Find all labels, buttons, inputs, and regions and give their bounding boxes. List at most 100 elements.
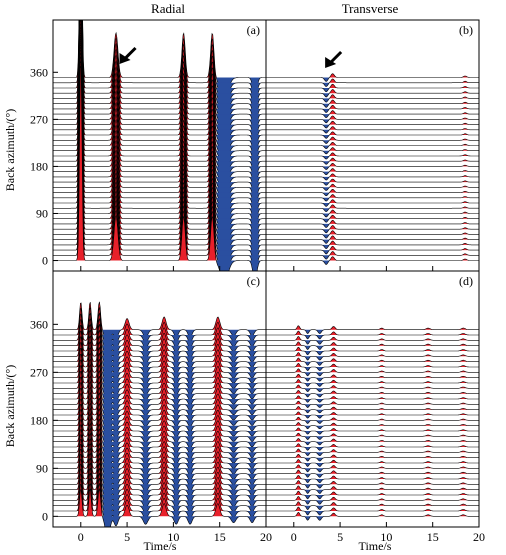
trace-line <box>266 147 479 155</box>
trace-line <box>266 89 479 98</box>
trace-line <box>266 357 479 366</box>
positive-fill <box>266 137 479 141</box>
x-tick-label: 0 <box>291 530 297 544</box>
trace-baz-200 <box>266 406 479 414</box>
trace-line <box>266 330 479 340</box>
negative-fill <box>266 383 479 387</box>
trace-line <box>53 335 266 384</box>
trace-line <box>266 126 479 134</box>
positive-fill <box>266 173 479 177</box>
panel-label: (a) <box>247 23 260 37</box>
trace-line <box>53 34 266 222</box>
trace-line <box>53 358 266 403</box>
positive-fill <box>266 256 479 261</box>
trace-line <box>53 386 266 429</box>
trace-line <box>266 256 479 265</box>
trace-line <box>53 427 266 472</box>
trace-baz-70 <box>266 219 479 228</box>
trace-line <box>53 20 266 158</box>
trace-line <box>266 346 479 356</box>
negative-fill <box>266 500 479 505</box>
trace-line <box>266 230 479 239</box>
trace-line <box>266 485 479 494</box>
positive-fill <box>266 220 479 224</box>
negative-fill <box>266 161 479 165</box>
trace-baz-0 <box>53 488 266 527</box>
trace-line <box>266 73 479 82</box>
panel-label: (c) <box>247 274 260 288</box>
trace-baz-350 <box>266 325 479 334</box>
negative-fill <box>266 489 479 494</box>
trace-line <box>53 438 266 484</box>
trace-line <box>266 199 479 207</box>
trace-line <box>53 329 266 379</box>
trace-baz-230 <box>266 390 479 398</box>
trace-line <box>266 422 479 430</box>
positive-fill <box>266 100 479 104</box>
trace-baz-300 <box>266 99 479 108</box>
trace-baz-310 <box>53 20 266 119</box>
y-tick-label: 180 <box>30 413 48 427</box>
positive-fill <box>53 61 266 256</box>
trace-line <box>266 373 479 382</box>
y-tick-label: 360 <box>30 317 48 331</box>
trace-line <box>53 32 266 216</box>
trace-line <box>266 501 479 510</box>
trace-line <box>266 438 479 446</box>
trace-line <box>266 219 479 228</box>
trace-baz-310 <box>266 346 479 356</box>
negative-fill <box>266 229 479 233</box>
trace-line <box>53 472 266 523</box>
trace-line <box>266 368 479 377</box>
x-tick-label: 15 <box>427 530 439 544</box>
negative-fill <box>266 409 479 413</box>
trace-baz-50 <box>266 485 479 494</box>
trace-baz-280 <box>266 110 479 119</box>
negative-fill <box>266 447 479 451</box>
trace-line <box>53 457 266 507</box>
negative-fill <box>266 345 479 350</box>
trace-baz-250 <box>266 379 479 387</box>
trace-line <box>266 225 479 234</box>
positive-fill <box>266 230 479 235</box>
trace-baz-80 <box>266 214 479 223</box>
negative-fill <box>53 145 266 163</box>
trace-baz-20 <box>266 245 479 255</box>
negative-fill <box>53 166 266 183</box>
positive-fill <box>266 199 479 203</box>
trace-line <box>53 462 266 512</box>
trace-line <box>266 214 479 223</box>
negative-fill <box>266 399 479 403</box>
negative-fill <box>266 187 479 191</box>
trace-line <box>266 352 479 361</box>
trace-line <box>53 20 266 139</box>
trace-baz-10 <box>266 506 479 516</box>
negative-fill <box>266 372 479 376</box>
trace-baz-110 <box>266 453 479 462</box>
trace-baz-220 <box>266 395 479 403</box>
negative-fill <box>266 425 479 429</box>
y-tick-label: 0 <box>42 509 48 523</box>
arrow-annotation <box>119 46 137 64</box>
trace-baz-0 <box>266 512 479 521</box>
trace-baz-180 <box>266 162 479 170</box>
trace-line <box>266 78 479 87</box>
trace-baz-310 <box>266 94 479 103</box>
trace-line <box>53 422 266 467</box>
negative-fill <box>266 114 479 118</box>
negative-fill <box>266 150 479 154</box>
negative-fill <box>266 404 479 408</box>
negative-fill <box>266 176 479 180</box>
negative-fill <box>53 260 266 271</box>
trace-baz-100 <box>266 459 479 467</box>
trace-baz-240 <box>266 384 479 393</box>
negative-fill <box>266 156 479 160</box>
trace-line <box>53 20 266 194</box>
positive-fill <box>53 66 266 261</box>
x-tick-label: 20 <box>260 530 272 544</box>
trace-baz-330 <box>266 83 479 93</box>
trace-line <box>53 402 266 445</box>
negative-fill <box>53 156 266 173</box>
trace-baz-270 <box>266 115 479 124</box>
trace-line <box>266 506 479 516</box>
